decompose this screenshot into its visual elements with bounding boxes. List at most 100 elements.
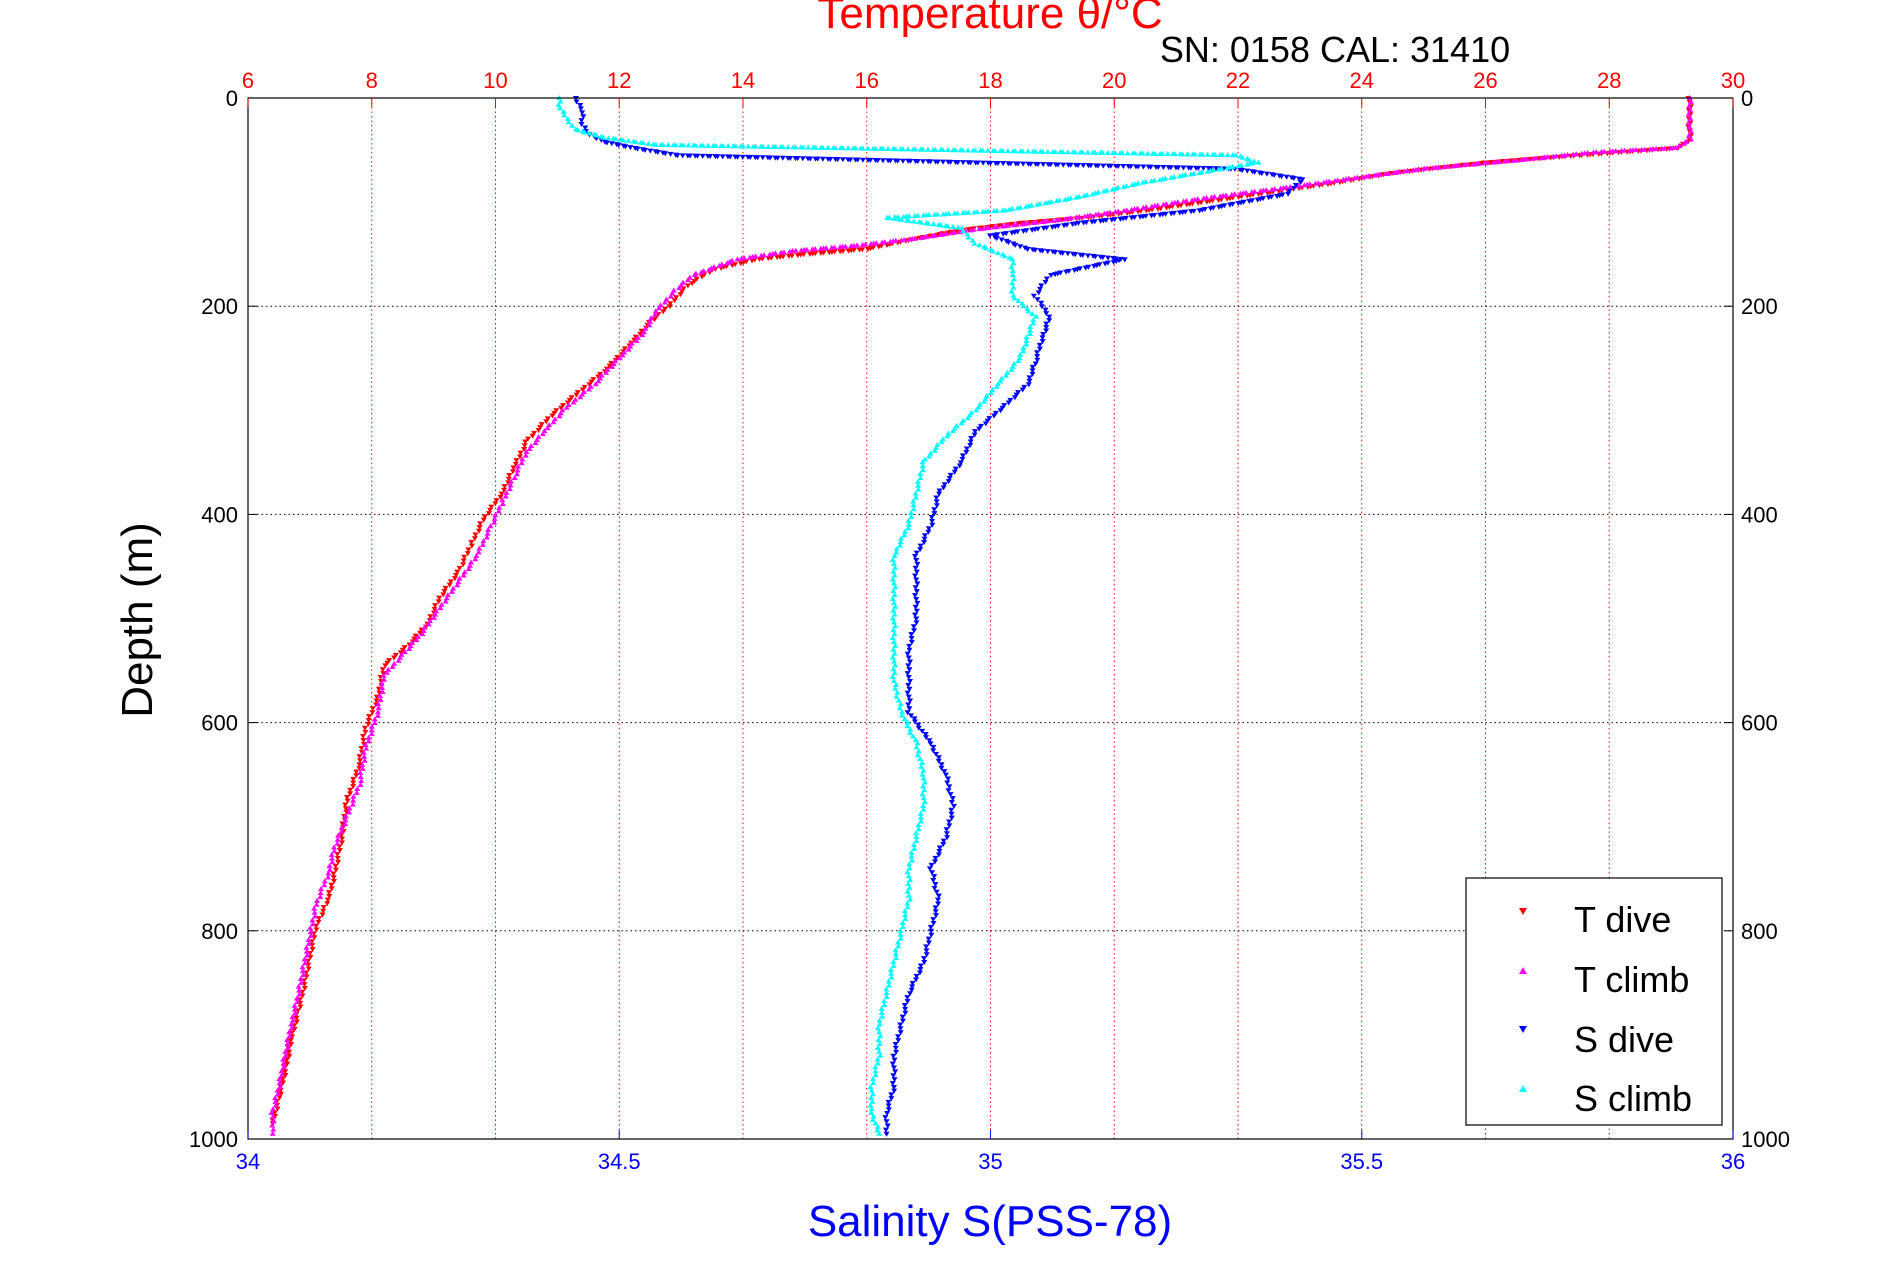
data-point-t-climb (368, 731, 375, 737)
data-point-s-dive (739, 154, 746, 160)
data-point-t-dive (324, 897, 331, 903)
data-point-t-dive (573, 392, 580, 398)
data-point-s-climb (874, 1044, 881, 1050)
data-point-s-climb (879, 1013, 886, 1019)
data-point-s-climb (897, 927, 904, 933)
data-point-t-climb (648, 315, 655, 321)
data-point-t-climb (331, 844, 338, 850)
data-point-s-dive (976, 426, 983, 432)
data-point-s-dive (1005, 400, 1012, 406)
data-point-t-dive (1487, 160, 1494, 166)
data-point-t-climb (898, 237, 905, 243)
data-point-t-climb (302, 960, 309, 966)
data-point-s-dive (1020, 161, 1027, 167)
data-point-s-dive (603, 140, 610, 146)
data-point-s-climb (905, 521, 912, 527)
data-point-s-climb (892, 564, 899, 570)
data-point-s-climb (839, 145, 846, 151)
data-point-s-climb (869, 1076, 876, 1082)
data-point-t-climb (371, 716, 378, 722)
data-point-s-climb (1010, 284, 1017, 290)
data-point-t-dive (436, 595, 443, 601)
data-point-s-climb (918, 818, 925, 824)
data-point-s-dive (931, 874, 938, 880)
data-point-s-climb (1023, 341, 1030, 347)
data-point-s-dive (933, 503, 940, 509)
data-point-s-climb (1246, 157, 1253, 163)
data-point-s-climb (1030, 320, 1037, 326)
data-point-s-climb (867, 1083, 874, 1089)
data-point-s-climb (1079, 149, 1086, 155)
data-point-s-dive (1048, 272, 1055, 278)
data-point-t-dive (336, 848, 343, 854)
data-point-t-climb (556, 413, 563, 419)
data-point-s-dive (912, 585, 919, 591)
data-point-t-climb (269, 1122, 276, 1128)
data-point-t-climb (619, 352, 626, 358)
data-point-s-climb (581, 129, 588, 135)
data-point-t-climb (1019, 221, 1026, 227)
data-point-s-climb (867, 1102, 874, 1108)
data-point-s-dive (759, 155, 766, 161)
data-point-t-climb (328, 855, 335, 861)
data-point-s-climb (1009, 280, 1016, 286)
data-point-t-climb (274, 1087, 281, 1093)
data-point-s-climb (913, 834, 920, 840)
data-point-s-dive (1108, 217, 1115, 223)
data-point-s-climb (1011, 295, 1018, 301)
data-point-t-climb (1287, 183, 1294, 189)
data-point-t-climb (420, 627, 427, 633)
data-point-t-dive (369, 710, 376, 716)
data-point-s-dive (895, 1038, 902, 1044)
data-point-s-dive (1196, 208, 1203, 214)
data-point-s-dive (1032, 361, 1039, 367)
data-point-t-climb (809, 246, 816, 252)
data-point-s-dive (926, 738, 933, 744)
data-point-s-dive (1215, 204, 1222, 210)
data-point-t-climb (442, 598, 449, 604)
data-point-t-dive (412, 633, 419, 639)
data-point-s-climb (905, 218, 912, 224)
data-point-t-climb (1429, 165, 1436, 171)
data-point-s-dive (963, 446, 970, 452)
data-point-s-dive (916, 970, 923, 976)
data-point-t-dive (468, 543, 475, 549)
data-point-s-dive (1148, 213, 1155, 219)
data-point-s-dive (667, 151, 674, 157)
data-point-s-dive (890, 1053, 897, 1059)
data-point-t-climb (1049, 217, 1056, 223)
data-point-t-climb (906, 236, 913, 242)
data-point-t-dive (510, 465, 517, 471)
data-point-s-dive (930, 917, 937, 923)
data-point-s-climb (891, 670, 898, 676)
data-point-s-climb (971, 209, 978, 215)
data-point-t-climb (667, 293, 674, 299)
data-point-s-climb (874, 1127, 881, 1133)
data-point-s-climb (959, 147, 966, 153)
data-point-s-dive (1005, 240, 1012, 246)
data-point-t-dive (350, 784, 357, 790)
data-point-s-dive (1043, 325, 1050, 331)
data-point-s-climb (979, 208, 986, 214)
data-point-s-climb (897, 542, 904, 548)
data-point-s-dive (747, 155, 754, 161)
data-point-s-climb (893, 955, 900, 961)
data-point-t-dive (391, 655, 398, 661)
data-point-s-dive (913, 569, 920, 575)
data-point-s-climb (869, 1116, 876, 1122)
data-point-s-dive (1207, 206, 1214, 212)
data-point-s-climb (1052, 149, 1059, 155)
data-point-s-dive (1120, 164, 1127, 170)
data-point-s-dive (879, 158, 886, 164)
data-point-t-climb (472, 556, 479, 562)
data-point-s-climb (952, 147, 959, 153)
data-point-s-dive (577, 102, 584, 108)
data-point-s-climb (832, 145, 839, 151)
data-point-s-climb (1023, 334, 1030, 340)
data-point-s-climb (893, 681, 900, 687)
data-point-t-climb (314, 897, 321, 903)
data-point-s-dive (947, 792, 954, 798)
data-point-t-climb (289, 1014, 296, 1020)
data-point-t-dive (501, 484, 508, 490)
data-point-s-climb (909, 733, 916, 739)
